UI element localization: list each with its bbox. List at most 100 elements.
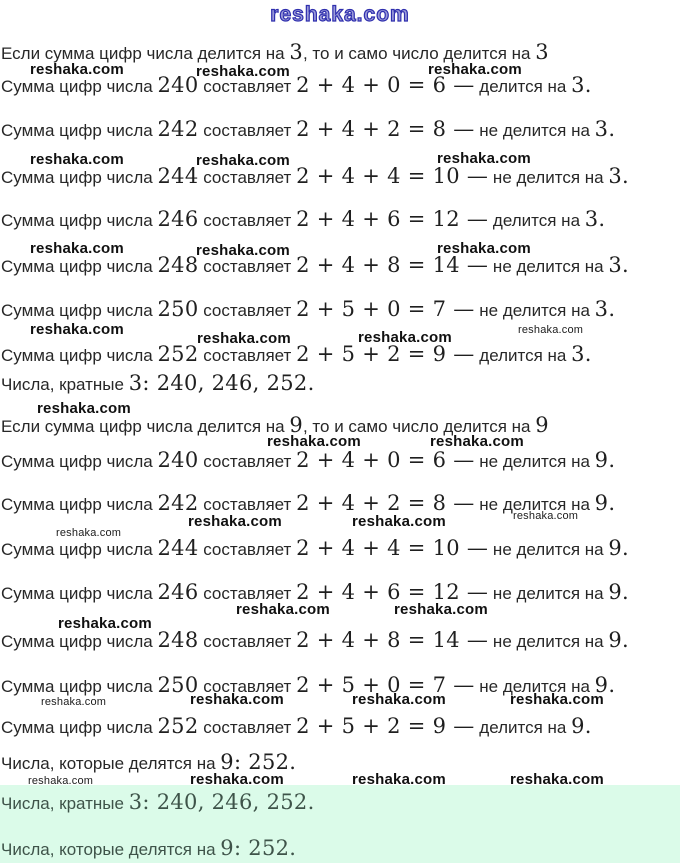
text-fragment: Сумма цифр числа xyxy=(1,584,158,603)
text-fragment: составляет xyxy=(198,677,297,696)
watermark: reshaka.com xyxy=(437,240,531,257)
math-fragment: 3. xyxy=(594,117,616,141)
math-fragment: 9. xyxy=(594,673,616,697)
math-fragment: 2 + 4 + 8 = 14 — xyxy=(296,253,489,277)
text-fragment: делится на xyxy=(474,718,572,737)
math-fragment: 244 xyxy=(157,536,199,560)
math-fragment: 9. xyxy=(608,628,629,652)
text-line-sum-244-9: Сумма цифр числа 244 составляет 2 + 4 + … xyxy=(1,537,629,561)
watermark: reshaka.com xyxy=(236,601,330,618)
math-fragment: 9 xyxy=(289,413,303,437)
watermark: reshaka.com xyxy=(428,61,522,78)
text-fragment: составляет xyxy=(198,211,297,230)
math-fragment: 3. xyxy=(571,73,592,97)
text-fragment: Сумма цифр числа xyxy=(1,301,158,320)
math-fragment: 2 + 5 + 0 = 7 — xyxy=(296,673,475,697)
text-fragment: не делится на xyxy=(474,452,595,471)
watermark: reshaka.com xyxy=(30,240,124,257)
text-fragment: составляет xyxy=(198,632,297,651)
math-fragment: 9. xyxy=(608,536,629,560)
text-fragment: не делится на xyxy=(488,584,609,603)
math-fragment: 2 + 4 + 2 = 8 — xyxy=(296,117,475,141)
math-fragment: 240 xyxy=(157,73,199,97)
text-fragment: составляет xyxy=(198,540,297,559)
math-fragment: 242 xyxy=(157,491,199,515)
text-line-sum-240-9: Сумма цифр числа 240 составляет 2 + 4 + … xyxy=(1,449,615,473)
text-fragment: Числа, которые делятся на xyxy=(1,840,221,859)
math-fragment: 3. xyxy=(608,253,629,277)
watermark: reshaka.com xyxy=(188,513,282,530)
math-fragment: 252 xyxy=(157,714,199,738)
text-fragment: составляет xyxy=(198,452,297,471)
math-fragment: 2 + 5 + 2 = 9 — xyxy=(296,342,475,366)
text-fragment: Сумма цифр числа xyxy=(1,257,158,276)
math-fragment: 3 xyxy=(535,40,549,64)
text-fragment: Сумма цифр числа xyxy=(1,168,158,187)
text-fragment: составляет xyxy=(198,168,297,187)
text-fragment: не делится на xyxy=(474,121,595,140)
text-fragment: Сумма цифр числа xyxy=(1,632,158,651)
watermark: reshaka.com xyxy=(196,152,290,169)
text-fragment: Сумма цифр числа xyxy=(1,77,158,96)
math-fragment: 2 + 5 + 2 = 9 — xyxy=(296,714,475,738)
math-fragment: 246 xyxy=(157,207,199,231)
math-fragment: 252 xyxy=(157,342,199,366)
math-fragment: 3. xyxy=(571,342,592,366)
watermark: reshaka.com xyxy=(352,691,446,708)
watermark: reshaka.com xyxy=(28,775,94,787)
text-fragment: Сумма цифр числа xyxy=(1,452,158,471)
text-line-sum-250-3: Сумма цифр числа 250 составляет 2 + 5 + … xyxy=(1,298,615,322)
watermark: reshaka.com xyxy=(196,242,290,259)
watermark: reshaka.com xyxy=(510,771,604,788)
watermark: reshaka.com xyxy=(190,771,284,788)
math-fragment: 2 + 4 + 0 = 6 — xyxy=(296,73,475,97)
watermark: reshaka.com xyxy=(510,691,604,708)
math-fragment: 9. xyxy=(608,580,629,604)
text-fragment: Сумма цифр числа xyxy=(1,346,158,365)
math-fragment: 9. xyxy=(571,714,592,738)
text-fragment: Сумма цифр числа xyxy=(1,718,158,737)
math-fragment: 2 + 4 + 4 = 10 — xyxy=(296,536,489,560)
watermark: reshaka.com xyxy=(358,329,452,346)
math-fragment: 3. xyxy=(608,164,629,188)
text-fragment: не делится на xyxy=(474,677,595,696)
text-fragment: Если сумма цифр числа делится на xyxy=(1,44,290,63)
math-fragment: 240 xyxy=(157,448,199,472)
text-fragment: не делится на xyxy=(474,301,595,320)
watermark: reshaka.com xyxy=(58,615,152,632)
text-fragment: не делится на xyxy=(474,495,595,514)
math-fragment: 9 xyxy=(535,413,549,437)
watermark: reshaka.com xyxy=(190,691,284,708)
math-fragment: 248 xyxy=(157,628,199,652)
text-fragment: Сумма цифр числа xyxy=(1,121,158,140)
math-fragment: 2 + 4 + 0 = 6 — xyxy=(296,448,475,472)
text-fragment: Сумма цифр числа xyxy=(1,495,158,514)
math-fragment: 2 + 4 + 6 = 12 — xyxy=(296,580,489,604)
text-fragment: Числа, которые делятся на xyxy=(1,754,221,773)
text-fragment: не делится на xyxy=(488,632,609,651)
math-fragment: 2 + 4 + 4 = 10 — xyxy=(296,164,489,188)
text-fragment: составляет xyxy=(198,121,297,140)
text-fragment: составляет xyxy=(198,584,297,603)
text-line-answer-3: Числа, кратные 3: 240, 246, 252. xyxy=(1,372,315,396)
text-line-sum-246-9: Сумма цифр числа 246 составляет 2 + 4 + … xyxy=(1,581,629,605)
text-fragment: делится на xyxy=(474,77,572,96)
text-fragment: Сумма цифр числа xyxy=(1,211,158,230)
text-fragment: , то и само число делится на xyxy=(302,417,536,436)
math-fragment: 250 xyxy=(157,297,199,321)
text-fragment: не делится на xyxy=(488,168,609,187)
text-line-rule-3: Если сумма цифр числа делится на 3, то и… xyxy=(1,41,549,65)
math-fragment: 250 xyxy=(157,673,199,697)
text-line-sum-246-3: Сумма цифр числа 246 составляет 2 + 4 + … xyxy=(1,208,605,232)
text-fragment: составляет xyxy=(198,718,297,737)
math-fragment: 3: 240, 246, 252. xyxy=(128,790,315,814)
site-logo: reshaka.com xyxy=(270,2,410,26)
text-line-sum-244-3: Сумма цифр числа 244 составляет 2 + 4 + … xyxy=(1,165,629,189)
math-fragment: 2 + 5 + 0 = 7 — xyxy=(296,297,475,321)
watermark: reshaka.com xyxy=(30,151,124,168)
math-fragment: 3. xyxy=(594,297,616,321)
text-line-final-multiples-of-3: Числа, кратные 3: 240, 246, 252. xyxy=(1,791,315,815)
text-fragment: Числа, кратные xyxy=(1,375,129,394)
text-line-sum-242-3: Сумма цифр числа 242 составляет 2 + 4 + … xyxy=(1,118,615,142)
